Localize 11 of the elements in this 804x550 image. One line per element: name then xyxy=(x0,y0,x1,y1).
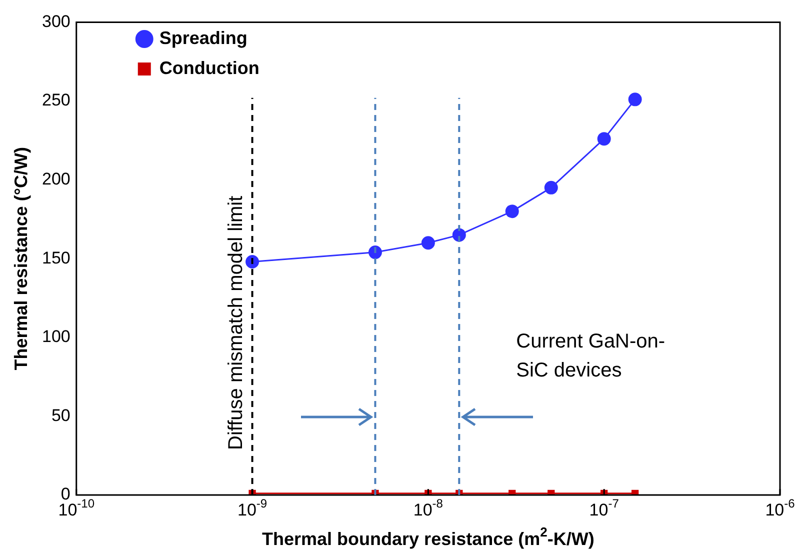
annotation: Current GaN-on-SiC devices xyxy=(516,330,666,382)
ref-line-label: Diffuse mismatch model limit xyxy=(224,195,247,450)
y-tick-label: 100 xyxy=(42,327,70,346)
legend-label: Conduction xyxy=(159,58,260,78)
y-axis-title: Thermal resistance (°C/W) xyxy=(10,146,31,370)
y-tick-label: 50 xyxy=(51,406,70,425)
y-tick-label: 200 xyxy=(42,169,70,188)
y-tick-label: 250 xyxy=(42,90,70,110)
y-tick-label: 150 xyxy=(42,248,70,268)
y-tick-label: 300 xyxy=(42,12,70,31)
legend-label: Spreading xyxy=(159,28,248,48)
